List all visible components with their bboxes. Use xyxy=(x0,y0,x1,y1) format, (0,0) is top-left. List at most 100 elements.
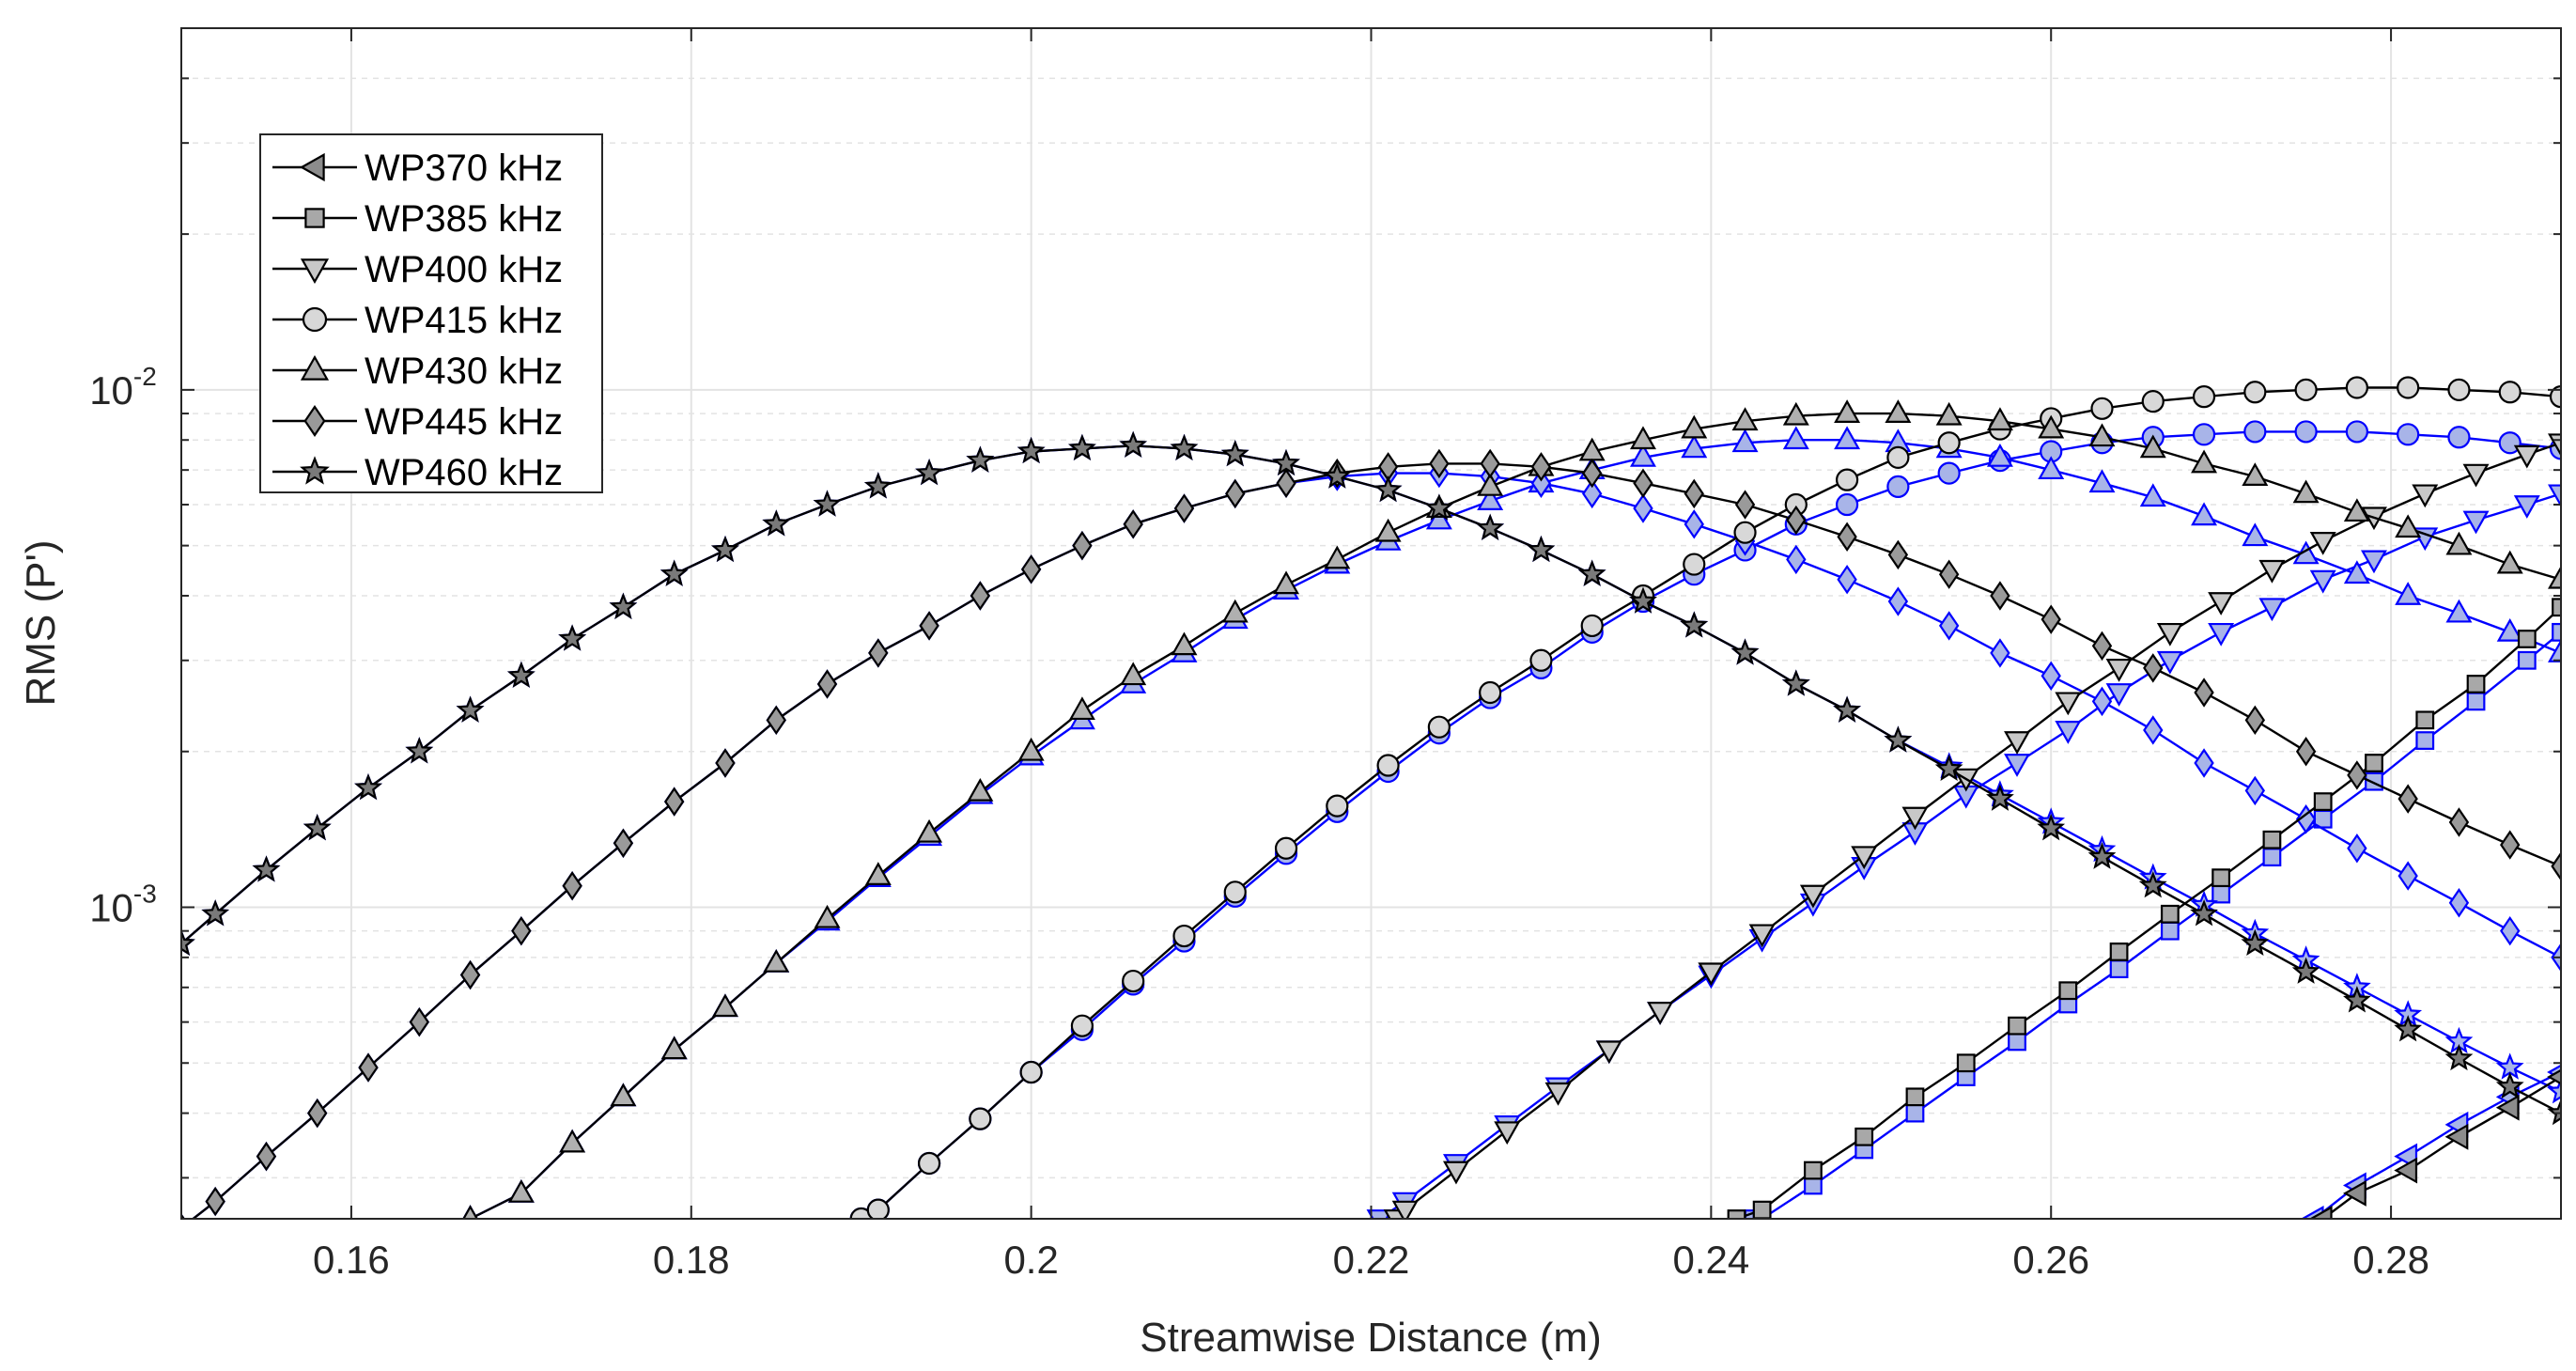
data-point xyxy=(2241,928,2270,957)
legend-marker xyxy=(302,306,328,333)
data-point xyxy=(2143,715,2164,745)
data-point xyxy=(1580,614,1604,638)
data-point xyxy=(2194,678,2214,708)
legend-item-wp445-khz: WP445 kHz xyxy=(272,401,563,443)
data-point xyxy=(1220,440,1249,467)
data-point xyxy=(459,959,481,990)
data-point xyxy=(507,1179,535,1203)
data-point xyxy=(966,445,995,473)
data-point xyxy=(2462,510,2490,535)
data-point xyxy=(558,624,587,651)
series-wp370-khz-black xyxy=(2308,1068,2561,1219)
data-point xyxy=(816,669,838,699)
data-point xyxy=(562,870,582,901)
data-point xyxy=(1323,461,1352,489)
data-point xyxy=(2548,565,2561,589)
data-point xyxy=(2308,1206,2333,1219)
data-point xyxy=(2412,484,2439,508)
data-point xyxy=(462,1205,478,1219)
data-point xyxy=(2397,423,2420,446)
data-point xyxy=(1884,725,1913,753)
data-point xyxy=(1698,962,1725,987)
series-line xyxy=(191,462,2561,1219)
data-point xyxy=(613,828,634,859)
data-point xyxy=(1582,458,1603,489)
data-point xyxy=(2398,861,2418,891)
data-point xyxy=(1731,428,1759,453)
data-point xyxy=(1374,518,1402,542)
data-point xyxy=(1786,544,1807,575)
data-point xyxy=(2143,653,2164,683)
data-point xyxy=(660,559,689,586)
data-point xyxy=(354,773,382,801)
y-tick-label: 10-2 xyxy=(89,362,157,413)
data-point xyxy=(1733,521,1757,544)
legend-marker xyxy=(304,208,325,228)
data-point xyxy=(2294,378,2318,401)
data-point xyxy=(715,748,736,778)
data-point xyxy=(2004,731,2031,755)
data-point xyxy=(2517,650,2537,670)
data-point xyxy=(1120,662,1147,686)
legend-label: WP460 kHz xyxy=(365,452,563,493)
data-point xyxy=(2139,434,2166,459)
legend-label: WP415 kHz xyxy=(365,300,563,341)
y-axis-title: RMS (P') xyxy=(18,539,64,706)
data-point xyxy=(2258,559,2286,584)
data-point xyxy=(2262,848,2282,867)
data-point xyxy=(1990,638,2010,668)
data-point xyxy=(1276,468,1296,498)
data-point xyxy=(2088,469,2116,493)
data-point xyxy=(1886,445,1910,469)
data-point xyxy=(2398,784,2418,814)
data-point xyxy=(813,490,842,517)
data-point xyxy=(2242,462,2269,486)
data-point xyxy=(1887,539,1909,570)
series-wp460-khz-black xyxy=(181,430,2561,1126)
data-point xyxy=(1937,431,1961,455)
data-point xyxy=(2548,639,2561,662)
data-point xyxy=(1647,1002,1674,1025)
data-point xyxy=(506,661,535,688)
data-point xyxy=(849,1207,873,1219)
data-point xyxy=(1017,737,1045,761)
data-point xyxy=(1851,846,1878,870)
data-point xyxy=(1684,509,1704,539)
data-point xyxy=(1799,884,1826,909)
data-point xyxy=(711,535,739,563)
data-point xyxy=(1630,426,1656,450)
data-point xyxy=(1905,1103,1925,1123)
data-point xyxy=(2343,986,2371,1013)
data-point xyxy=(2055,721,2082,744)
data-point xyxy=(1680,611,1709,638)
data-point xyxy=(1577,559,1606,586)
data-point xyxy=(2041,604,2061,634)
data-point xyxy=(2360,550,2387,574)
data-point xyxy=(1119,430,1148,458)
data-point xyxy=(205,1186,225,1217)
data-point xyxy=(1070,1014,1094,1037)
data-point xyxy=(1684,478,1704,509)
data-point xyxy=(2343,560,2370,584)
data-point xyxy=(1019,1060,1043,1084)
data-point xyxy=(967,777,994,802)
data-point xyxy=(1477,472,1504,496)
data-point xyxy=(1223,880,1247,904)
data-point xyxy=(1272,448,1300,476)
series-wp445-khz-black xyxy=(181,448,2561,1219)
series-wp430-khz-black xyxy=(462,399,2561,1219)
legend-item-wp415-khz: WP415 kHz xyxy=(272,300,563,341)
data-point xyxy=(2345,420,2368,444)
data-point xyxy=(917,1151,941,1176)
data-point xyxy=(2160,921,2180,941)
data-point xyxy=(2345,376,2368,399)
data-point xyxy=(1477,487,1504,510)
data-point xyxy=(2415,710,2435,730)
data-point xyxy=(2091,686,2113,717)
data-point xyxy=(1886,475,1910,498)
legend-marker xyxy=(300,258,330,285)
legend-marker xyxy=(300,456,330,485)
data-point xyxy=(2190,899,2218,927)
data-point xyxy=(2156,650,2183,675)
data-point xyxy=(2445,599,2473,623)
